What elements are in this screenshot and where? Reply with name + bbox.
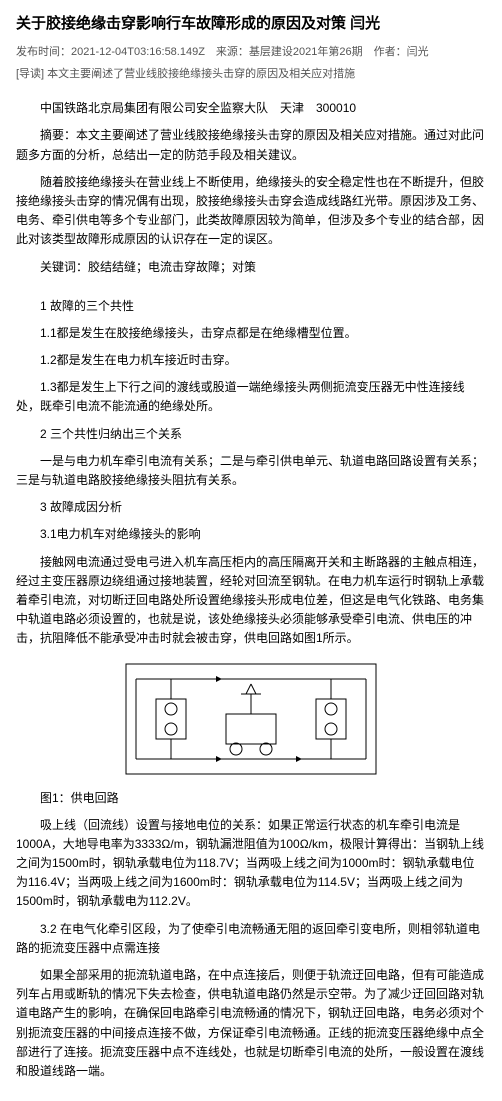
article-meta: 发布时间：2021-12-04T03:16:58.149Z 来源：基层建设202… (16, 44, 486, 62)
section-3-2-title: 3.2 在电气化牵引区段，为了使牵引电流畅通无阻的返回牵引变电所，则相邻轨道电路… (16, 920, 486, 958)
article-lead: [导读] 本文主要阐述了营业线胶接绝缘接头击穿的原因及相关应对措施 (16, 66, 486, 84)
section-2-title: 2 三个共性归纳出三个关系 (16, 425, 486, 444)
section-3-title: 3 故障成因分析 (16, 498, 486, 517)
section-1-title: 1 故障的三个共性 (16, 297, 486, 316)
section-3-1-para2: 吸上线（回流线）设置与接地电位的关系：如果正常运行状态的机车牵引电流是1000A… (16, 816, 486, 912)
section-1-1: 1.1都是发生在胶接绝缘接头，击穿点都是在绝缘槽型位置。 (16, 324, 486, 343)
section-3-1-title: 3.1电力机车对绝缘接头的影响 (16, 525, 486, 544)
circuit-diagram-icon (121, 659, 381, 779)
keywords: 关键词：胶结结缝；电流击穿故障；对策 (16, 258, 486, 277)
intro-paragraph: 随着胶接绝缘接头在营业线上不断使用，绝缘接头的安全稳定性也在不断提升，但胶接绝缘… (16, 173, 486, 250)
figure-1 (16, 659, 486, 779)
section-3-1-para1: 接触网电流通过受电弓进入机车高压柜内的高压隔离开关和主断路器的主触点相连，经过主… (16, 553, 486, 649)
section-2-para: 一是与电力机车牵引电流有关系；二是与牵引供电单元、轨道电路回路设置有关系；三是与… (16, 452, 486, 490)
article-title: 关于胶接绝缘击穿影响行车故障形成的原因及对策 闫光 (16, 12, 486, 36)
section-1-3: 1.3都是发生上下行之间的渡线或股道一端绝缘接头两侧扼流变压器无中性连接线处，既… (16, 378, 486, 416)
section-1-2: 1.2都是发生在电力机车接近时击穿。 (16, 351, 486, 370)
section-3-2-para: 如果全部采用的扼流轨道电路，在中点连接后，则便于轨流迂回电路，但有可能造成列车占… (16, 966, 486, 1081)
abstract: 摘要：本文主要阐述了营业线胶接绝缘接头击穿的原因及相关应对措施。通过对此问题多方… (16, 126, 486, 164)
figure-1-caption: 图1：供电回路 (16, 789, 486, 808)
affiliation: 中国铁路北京局集团有限公司安全监察大队 天津 300010 (16, 99, 486, 118)
